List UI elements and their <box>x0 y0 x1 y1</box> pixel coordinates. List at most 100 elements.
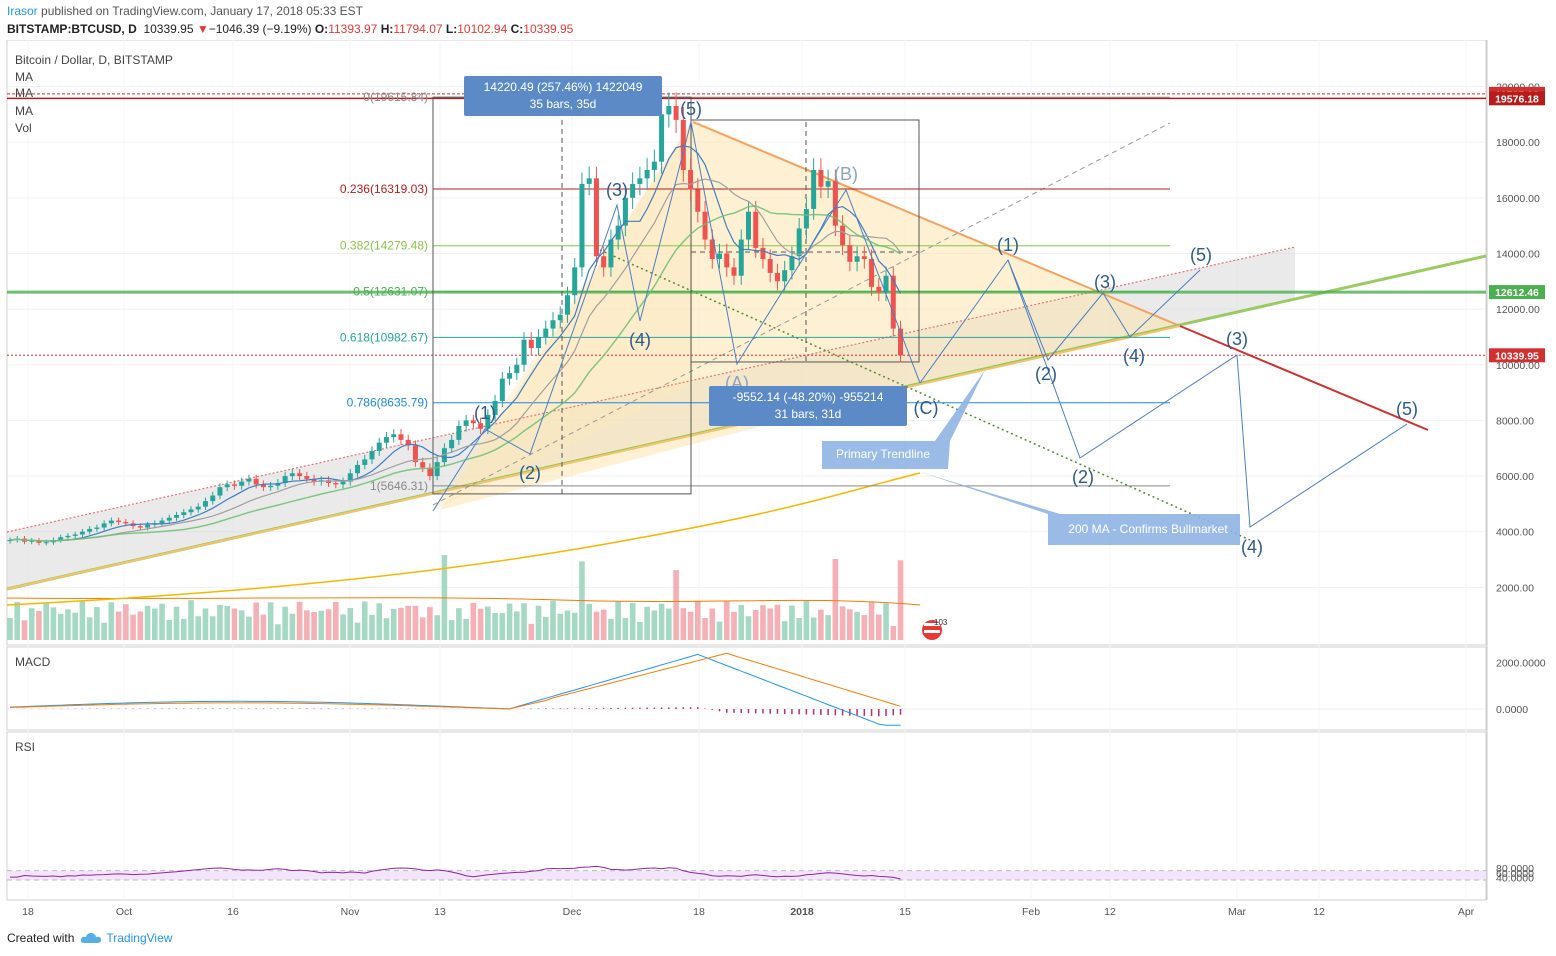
candle-body <box>688 169 694 190</box>
time-tick-label: 18 <box>22 906 34 918</box>
ma-200-line <box>6 472 921 606</box>
tradingview-cloud-icon <box>80 932 102 947</box>
volume-bar <box>325 609 332 640</box>
candle-body <box>43 542 49 544</box>
volume-bar <box>615 601 621 640</box>
price-axis-label-bg <box>1489 348 1545 363</box>
candle-body <box>564 295 570 315</box>
wave-label: (C) <box>914 398 939 418</box>
candle-body <box>825 181 831 187</box>
candle-body <box>630 183 636 198</box>
rsi-pane <box>7 865 1486 881</box>
volume-bar <box>702 618 708 640</box>
candle-body <box>840 225 846 246</box>
candle-body <box>456 425 462 440</box>
volume-bar <box>108 602 115 640</box>
volume-bar <box>289 613 296 640</box>
candle-body <box>231 484 237 486</box>
volume-bar <box>542 616 549 640</box>
macd-tick-label: 0.0000 <box>1496 704 1528 716</box>
volume-bar <box>390 608 397 640</box>
candle-body <box>420 462 426 468</box>
price-axis-label: 10339.95 <box>1495 350 1539 362</box>
macd-label: MACD <box>15 655 51 669</box>
volume-ma-line <box>6 597 921 606</box>
candle-body <box>593 178 599 257</box>
wave-label: (4) <box>1241 537 1263 557</box>
legend-item: MA <box>15 86 33 100</box>
author-link[interactable]: Irasor <box>7 4 38 18</box>
volume-bar <box>521 603 527 640</box>
volume-bar <box>883 603 889 640</box>
candle-body <box>188 509 194 513</box>
volume-bar <box>231 608 238 640</box>
volume-bar <box>253 602 259 640</box>
down-arrow-icon: ▼ <box>196 22 209 36</box>
volume-bar <box>137 611 144 640</box>
created-with-label: Created with <box>7 931 75 945</box>
time-tick-label: 2018 <box>790 906 814 918</box>
price-pane-frame <box>6 40 1487 646</box>
candle-body <box>666 106 672 115</box>
candle-body <box>774 272 780 282</box>
volume-bar <box>470 602 477 640</box>
time-tick-label: Nov <box>341 906 360 918</box>
candle-body <box>123 521 129 524</box>
candle-body <box>622 197 628 226</box>
price-tick-label: 12000.00 <box>1496 304 1540 316</box>
candle-body <box>521 339 527 365</box>
price-axis-label-bg <box>1489 91 1545 106</box>
rsi-pane-frame <box>6 731 1487 901</box>
volume-bar <box>101 622 107 640</box>
price-axis-label: 19576.18 <box>1495 93 1539 105</box>
chart-canvas[interactable]: 0(19615.84) 0.236(16319.03) 0.382(14279.48… <box>0 40 1556 928</box>
volume-bar <box>738 605 745 640</box>
fib-level-label: 0.236(16319.03) <box>340 182 428 196</box>
fib-level-label: 0.618(10982.67) <box>340 330 428 344</box>
primary-trendline-callout: Primary Trendline <box>836 447 930 461</box>
candle-body <box>579 183 585 268</box>
time-tick-label: 12 <box>1104 906 1116 918</box>
volume-bar <box>448 620 455 640</box>
price-tick-label: 10000.00 <box>1496 360 1540 372</box>
volume-bar <box>680 608 687 640</box>
candle-body <box>470 420 476 424</box>
volume-bar <box>376 603 383 640</box>
candle-body <box>383 437 389 443</box>
volume-bar <box>745 616 752 640</box>
candle-body <box>29 540 35 542</box>
volume-bar <box>144 605 151 640</box>
volume-bar <box>304 610 310 640</box>
ma-callout: 200 MA - Confirms Bullmarket <box>1068 522 1228 536</box>
volume-bar <box>166 619 173 640</box>
price-tick-label: 4000.00 <box>1496 527 1534 539</box>
measure-box-text: 14220.49 (257.46%) 1422049 <box>484 80 643 94</box>
projection-red-line <box>1179 325 1429 431</box>
volume-bar <box>43 603 49 640</box>
candle-body <box>289 473 295 477</box>
candle-body <box>717 253 723 260</box>
volume-bar <box>14 602 21 640</box>
volume-bar <box>180 618 187 640</box>
volume-bar <box>434 615 440 640</box>
volume-bar <box>535 605 542 640</box>
footer: Created with TradingView <box>7 931 172 947</box>
publish-text: published on TradingView.com, January 17… <box>37 4 364 18</box>
last-price: 10339.95 <box>143 22 194 36</box>
volume-bar <box>152 608 158 640</box>
volume-bar <box>224 605 230 640</box>
tradingview-brand[interactable]: TradingView <box>106 931 173 945</box>
candle-body <box>615 225 621 240</box>
price-tick-label: 2000.00 <box>1496 582 1534 594</box>
candle-body <box>760 247 766 260</box>
volume-bar <box>173 606 180 640</box>
volume-bar <box>854 611 860 640</box>
volume-bar <box>209 616 216 640</box>
drawings-front: (1)(2)(3)(4)(5)(A)(B)(C)(1)(2)(3)(4)(5)(… <box>432 76 1418 640</box>
price-tick-label: 8000.00 <box>1496 415 1534 427</box>
candle-body <box>738 239 744 276</box>
candle-body <box>644 169 650 179</box>
time-tick-label: 12 <box>1313 906 1325 918</box>
candle-body <box>702 211 708 240</box>
candle-body <box>528 339 534 349</box>
